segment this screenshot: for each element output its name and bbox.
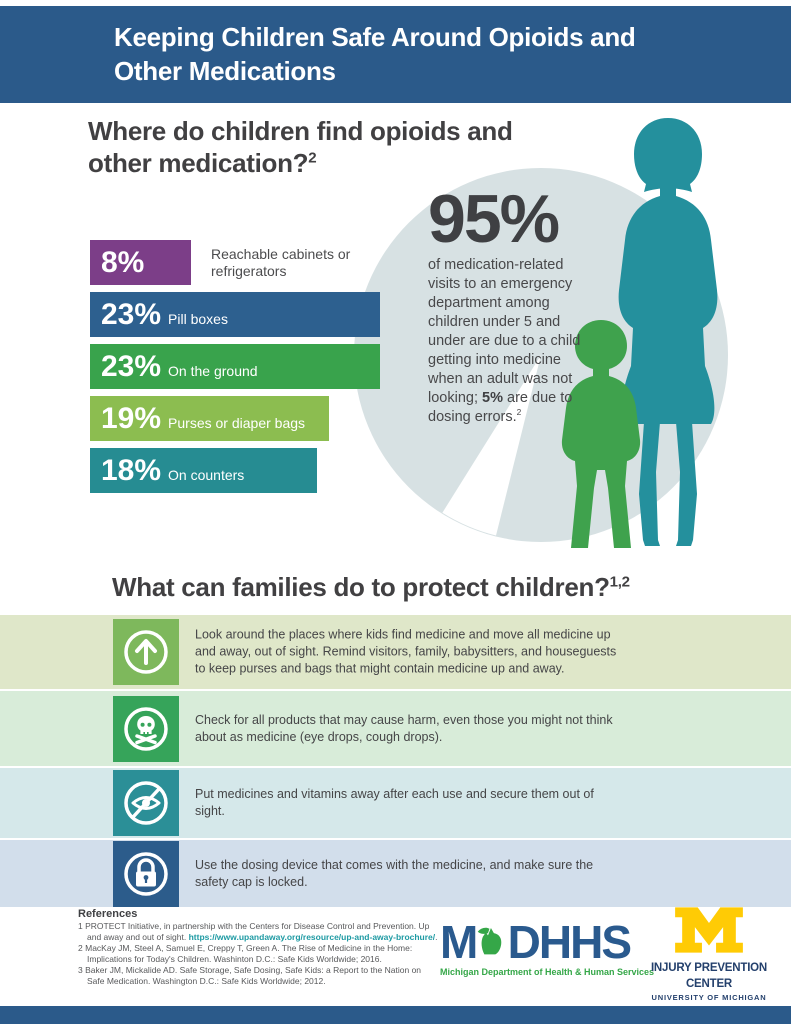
bar-value: 23% xyxy=(101,298,162,331)
bar-value: 8% xyxy=(101,246,145,279)
stat-number: 95% xyxy=(428,181,560,257)
action-text: Put medicines and vitamins away after ea… xyxy=(195,787,594,818)
bar-label: Purses or diaper bags xyxy=(168,415,306,431)
ipc-title-line2: CENTER xyxy=(685,978,733,990)
page-title-line2: Other Medications xyxy=(114,56,336,86)
references-title: References xyxy=(78,908,138,920)
header-band: Keeping Children Safe Around Opioids and… xyxy=(0,6,791,103)
section2-heading: What can families do to protect children… xyxy=(112,572,630,602)
mdhhs-logo-dhhs: DHHS xyxy=(507,916,632,968)
page-title-line1: Keeping Children Safe Around Opioids and xyxy=(114,22,636,52)
reference-3: 3 Baker JM, Mickalide AD. Safe Storage, … xyxy=(78,965,422,986)
lock-icon xyxy=(113,841,179,907)
mdhhs-logo-m: M xyxy=(440,916,478,968)
action-text: Look around the places where kids find m… xyxy=(195,627,617,676)
mdhhs-tagline: Michigan Department of Health & Human Se… xyxy=(440,967,655,977)
footnote-marker: 1,2 xyxy=(609,573,630,591)
footer-band xyxy=(0,1006,791,1024)
action-row: Look around the places where kids find m… xyxy=(0,615,791,689)
bar-label: Pill boxes xyxy=(168,311,228,327)
action-text: Use the dosing device that comes with th… xyxy=(195,857,594,889)
ipc-title-line1: INJURY PREVENTION xyxy=(650,962,768,974)
section1-heading-line2: other medication?2 xyxy=(88,148,317,178)
page-title: Keeping Children Safe Around Opioids and… xyxy=(114,20,754,88)
section1-heading: Where do children find opioids and other… xyxy=(88,115,568,179)
reference-1: 1 PROTECT Initiative, in partnership wit… xyxy=(78,921,438,942)
action-row: Check for all products that may cause ha… xyxy=(0,691,791,766)
footnote-marker: 2 xyxy=(516,407,522,418)
injury-prevention-center-logo: INJURY PREVENTION CENTER UNIVERSITY OF M… xyxy=(644,906,774,1002)
bar-label: On counters xyxy=(168,467,245,483)
stat-block: 95% of medication-related visits to an e… xyxy=(428,181,598,427)
pie-slice-5 xyxy=(442,355,541,536)
action-row: Put medicines and vitamins away after ea… xyxy=(0,768,791,838)
upandaway-link[interactable]: https://www.upandaway.org/resource/up-an… xyxy=(188,932,436,942)
ipc-subtitle: UNIVERSITY OF MICHIGAN xyxy=(651,993,767,1002)
references: References 1 PROTECT Initiative, in part… xyxy=(78,908,438,987)
bar-row: 23% On the ground xyxy=(90,344,380,389)
bar-row: 8% Reachable cabinets or refrigerators xyxy=(90,240,350,285)
bar-row: 18% On counters xyxy=(90,448,317,493)
bar-value: 18% xyxy=(101,454,162,487)
bar-label: On the ground xyxy=(168,363,258,379)
footnote-marker: 2 xyxy=(308,149,317,167)
section1-heading-line1: Where do children find opioids and xyxy=(88,116,513,146)
stat-text: of medication-related visits to an emerg… xyxy=(428,257,581,425)
mdhhs-logo: M DHHS Michigan Department of Health & H… xyxy=(440,916,655,977)
michigan-mitten-icon xyxy=(478,927,502,955)
bar-value: 23% xyxy=(101,350,162,383)
arrow-up-icon xyxy=(113,619,179,685)
action-row: Use the dosing device that comes with th… xyxy=(0,840,791,907)
action-text: Check for all products that may cause ha… xyxy=(195,712,613,744)
bar-value: 19% xyxy=(101,402,162,435)
eye-slash-icon xyxy=(113,770,179,836)
bar-row: 23% Pill boxes xyxy=(90,292,380,337)
skull-crossbones-icon xyxy=(113,696,179,762)
reference-2: 2 MacKay JM, Steel A, Samuel E, Creppy T… xyxy=(78,943,413,964)
bar-row: 19% Purses or diaper bags xyxy=(90,396,329,441)
um-block-m-icon xyxy=(675,907,743,953)
bar-label: Reachable cabinets or refrigerators xyxy=(211,246,351,279)
